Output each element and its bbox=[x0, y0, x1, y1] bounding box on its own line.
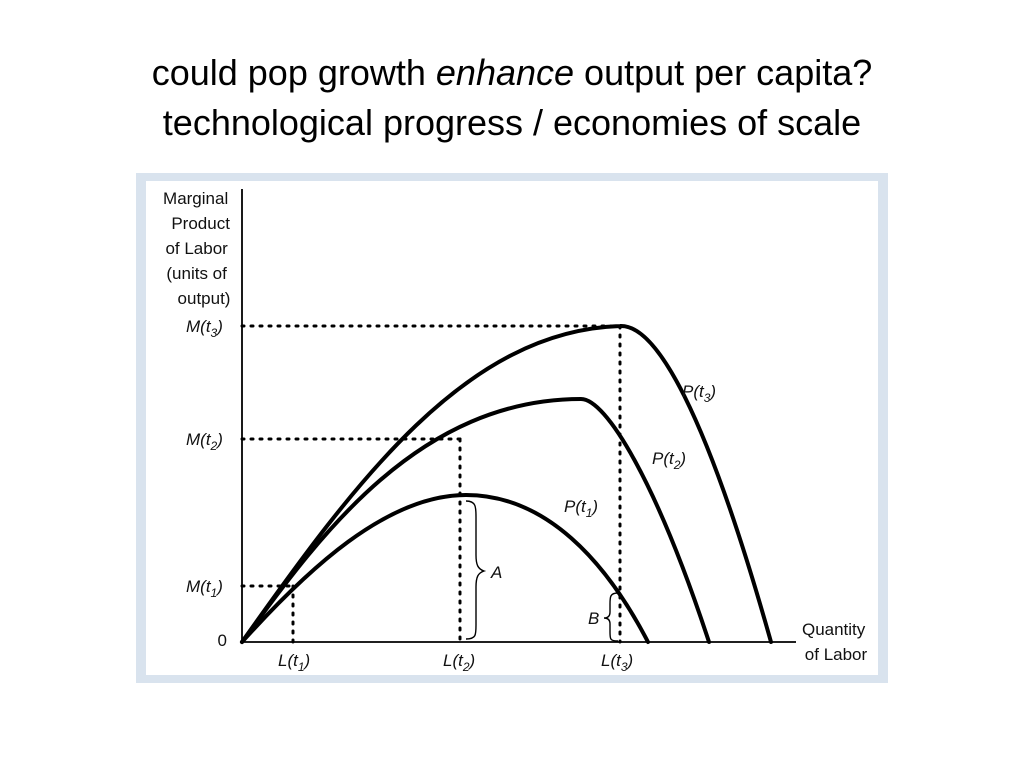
x-tick-l-t1: L(t1) bbox=[278, 651, 310, 674]
slide-title: could pop growth enhance output per capi… bbox=[0, 48, 1024, 148]
y-tick-m-t2: M(t2) bbox=[186, 430, 223, 453]
series-label-p-t2: P(t2) bbox=[652, 449, 686, 472]
series-label-p-t3: P(t3) bbox=[682, 382, 716, 405]
series-line-p-t2 bbox=[240, 396, 711, 644]
series-line-p-t1 bbox=[240, 492, 650, 644]
brace-b bbox=[603, 592, 619, 642]
series-label-p-t1: P(t1) bbox=[564, 497, 598, 520]
x-tick-l-t3: L(t3) bbox=[601, 651, 633, 674]
y-tick-m-t3: M(t3) bbox=[186, 317, 223, 340]
brace-a bbox=[465, 500, 487, 640]
annotation-a: A bbox=[490, 563, 502, 582]
title-line1-post: output per capita? bbox=[574, 52, 873, 93]
title-line1-pre: could pop growth bbox=[151, 52, 436, 93]
figure-panel: Marginal Product of Labor (units of outp… bbox=[146, 181, 878, 675]
figure-frame: Marginal Product of Labor (units of outp… bbox=[136, 173, 888, 683]
title-line2: technological progress / economies of sc… bbox=[162, 102, 862, 143]
origin-label: 0 bbox=[218, 631, 227, 650]
series-line-p-t3 bbox=[240, 323, 773, 644]
x-axis-label: Quantity of Labor bbox=[802, 620, 870, 664]
y-axis-label: Marginal Product of Labor (units of outp… bbox=[163, 189, 235, 308]
annotation-b: B bbox=[588, 609, 599, 628]
title-emphasis: enhance bbox=[435, 52, 575, 93]
mpl-chart: Marginal Product of Labor (units of outp… bbox=[163, 189, 870, 674]
y-tick-m-t1: M(t1) bbox=[186, 577, 223, 600]
x-tick-l-t2: L(t2) bbox=[443, 651, 475, 674]
